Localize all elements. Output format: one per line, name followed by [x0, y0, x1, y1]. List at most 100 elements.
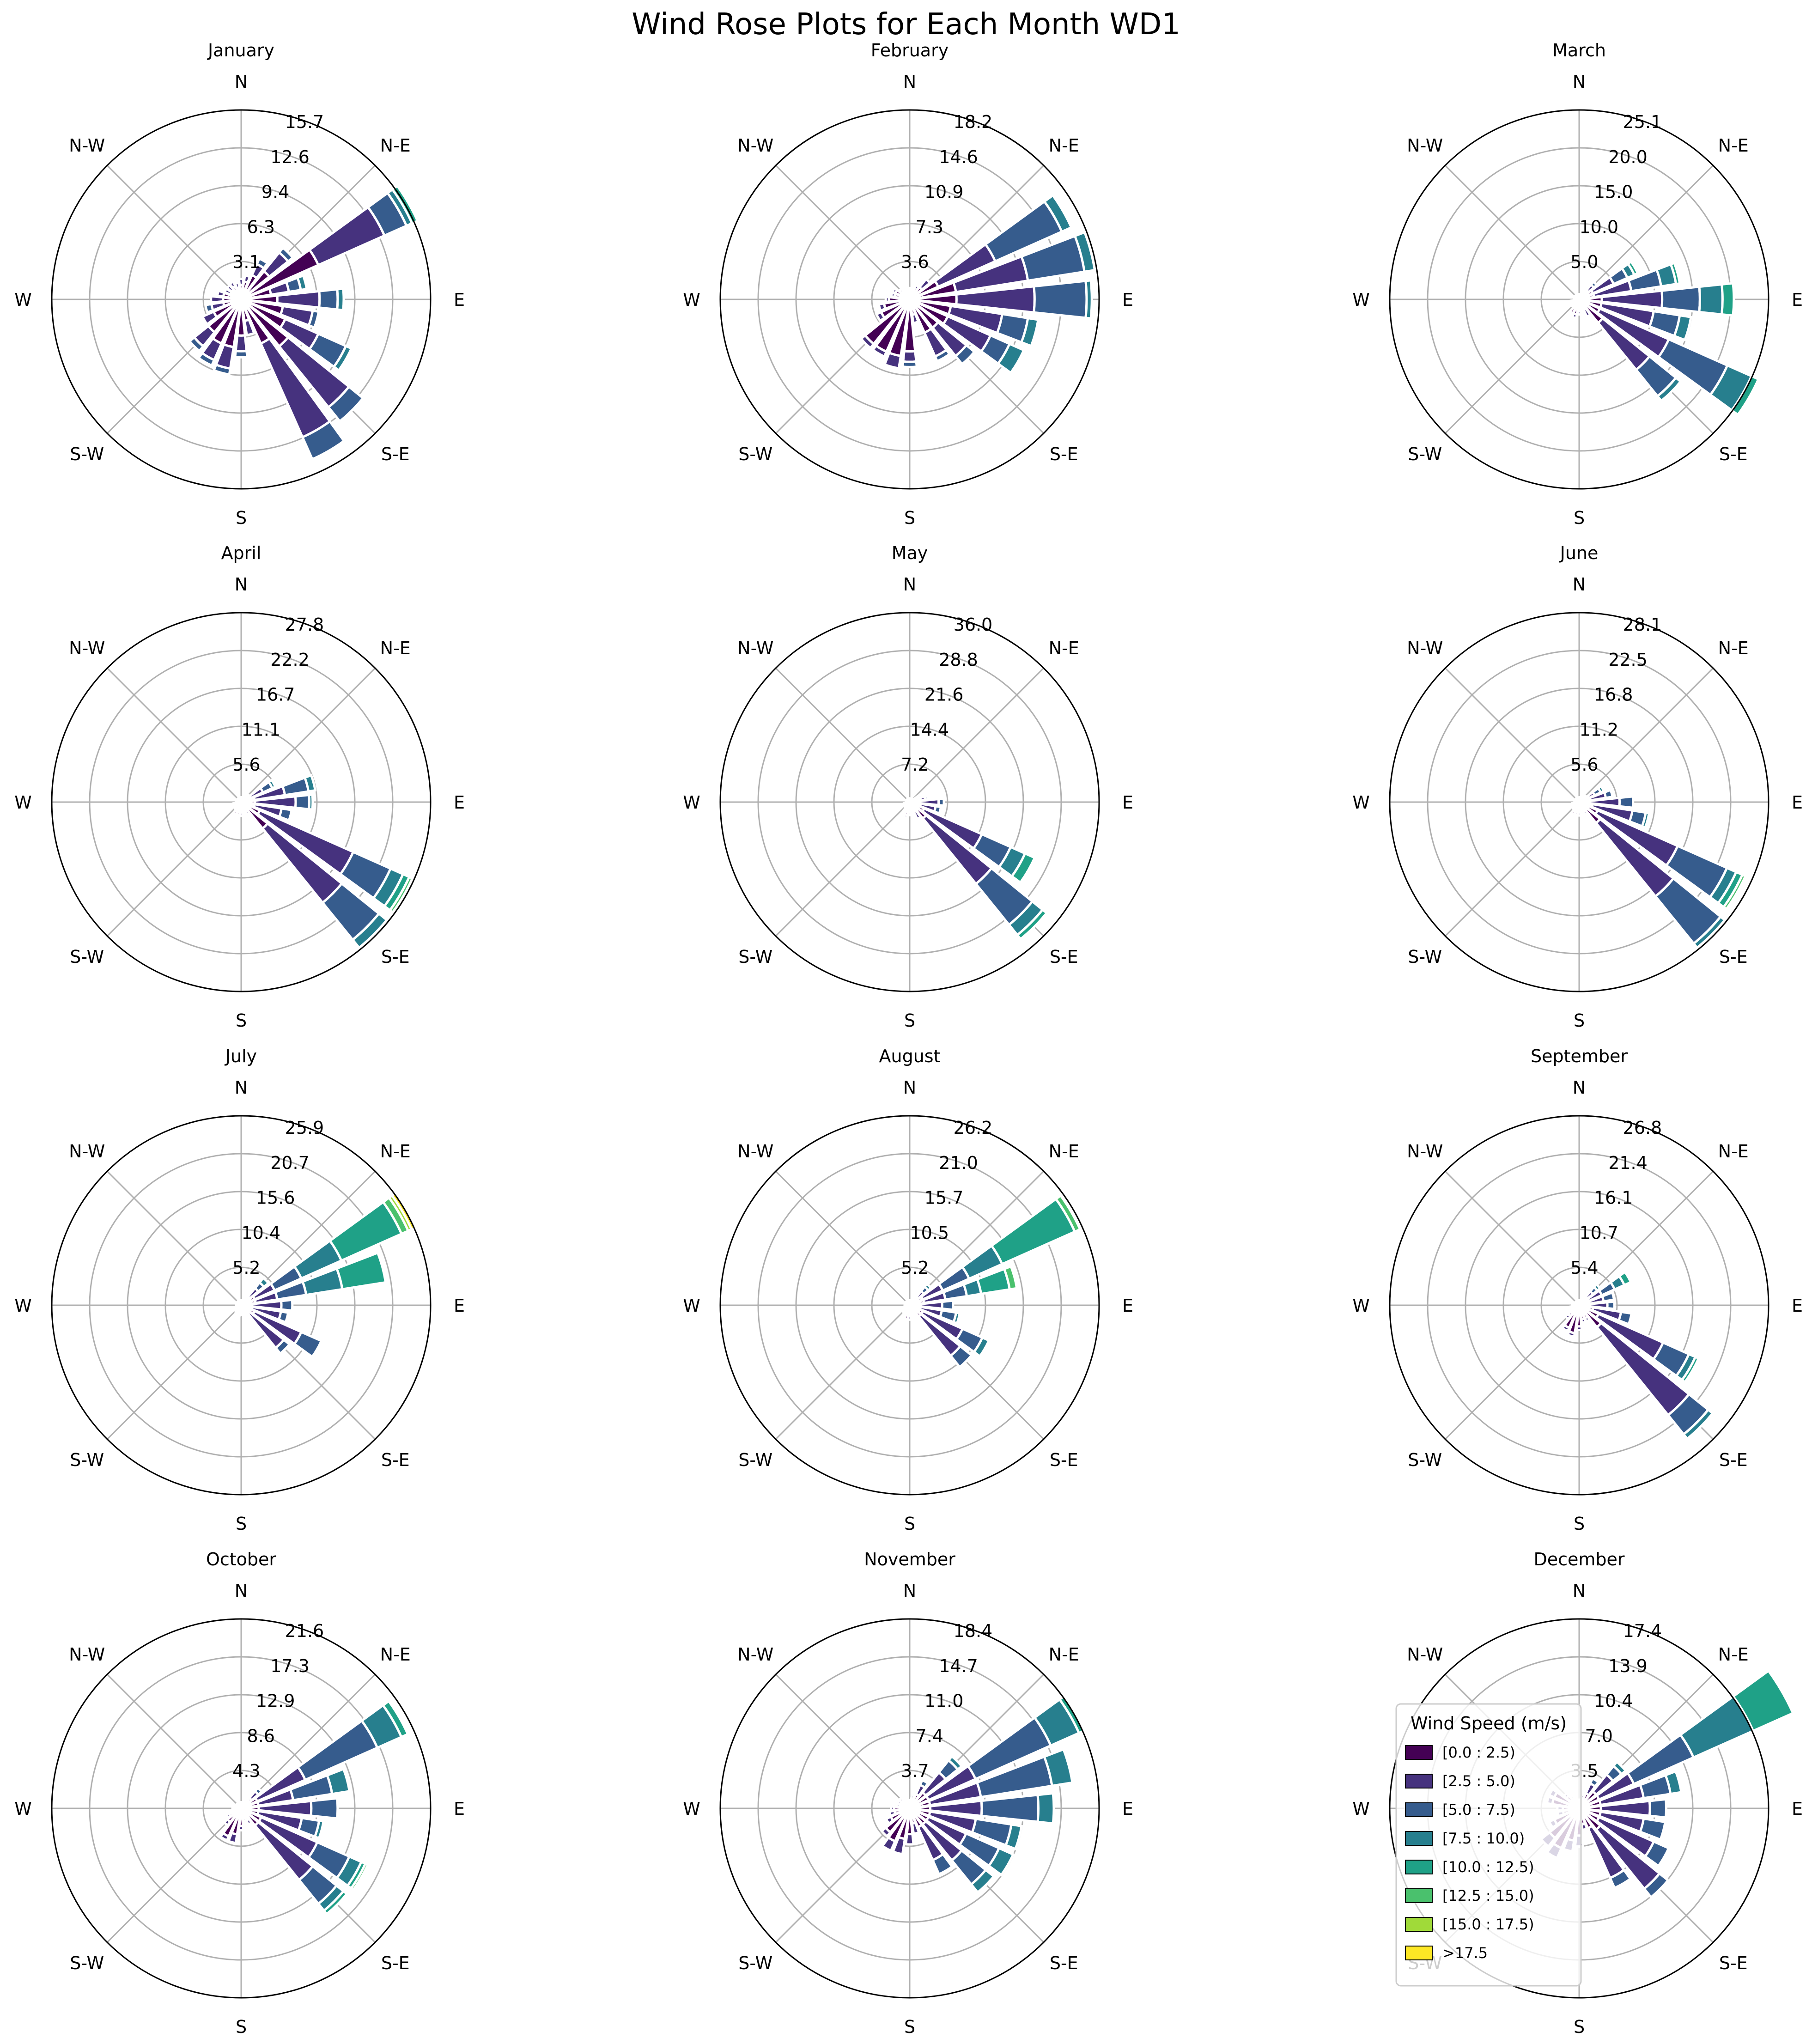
wind-bar: [1617, 1270, 1633, 1287]
wind-bar: [307, 309, 320, 329]
angular-gridline: [107, 1171, 242, 1306]
angular-gridline: [775, 1171, 911, 1306]
angular-gridline: [909, 165, 1044, 300]
legend-swatch: [1405, 1831, 1433, 1846]
wind-bar: [390, 1192, 417, 1231]
radial-tick-label: 16.7: [256, 685, 295, 705]
wind-bar: [883, 351, 902, 370]
polar-frame: [719, 109, 1100, 490]
wind-bar: [318, 288, 339, 311]
wind-bar: [901, 360, 918, 368]
wind-bar: [219, 1831, 231, 1842]
direction-label: N-E: [1049, 1644, 1079, 1665]
wind-bar: [274, 1338, 292, 1356]
wind-bar: [1682, 1408, 1715, 1441]
wind-bar: [1589, 280, 1599, 289]
windrose-april: 5.6 11.1 16.7 22.2 27.8 N N-E E S-E S S-W W N-W April: [14, 543, 465, 1031]
wind-bar: [351, 912, 389, 949]
wind-bar: [294, 793, 310, 811]
wind-bar: [1600, 1291, 1616, 1303]
direction-label: S-W: [738, 947, 772, 967]
wind-bar: [859, 334, 876, 350]
radial-tick-label: 17.3: [270, 1656, 310, 1676]
wind-bar: [901, 1796, 908, 1804]
wind-bar: [947, 1754, 964, 1771]
wind-bar: [932, 805, 942, 815]
wind-bar: [327, 385, 365, 423]
direction-label: N-W: [1407, 135, 1443, 156]
radial-tick-label: 21.6: [285, 1621, 324, 1641]
windrose-october: 4.3 8.6 12.9 17.3 21.6 N N-E E S-E S S-W W N-W Octobe…: [14, 1549, 465, 2037]
direction-label: S-W: [738, 444, 772, 464]
wind-bar: [336, 287, 345, 311]
wind-bar: [234, 1309, 240, 1316]
wind-bar: [918, 1778, 930, 1789]
wind-bar: [245, 1817, 253, 1826]
wind-bar: [906, 797, 911, 801]
wind-bar: [325, 1767, 351, 1795]
direction-label: N-E: [380, 638, 411, 658]
angular-gridline: [1445, 1304, 1580, 1440]
radial-tick-label: 17.4: [1623, 1621, 1662, 1641]
legend-swatch: [1405, 1860, 1433, 1874]
polar-frame: [51, 612, 432, 992]
legend-title: Wind Speed (m/s): [1411, 1713, 1567, 1734]
direction-label: W: [683, 1296, 700, 1316]
wind-bar: [1642, 1872, 1670, 1899]
wind-bar: [891, 1836, 906, 1855]
wind-bar: [918, 277, 932, 292]
wind-bar: [888, 1809, 897, 1818]
wind-bar: [1698, 283, 1724, 316]
radial-tick-label: 6.3: [247, 217, 275, 237]
direction-label: N-E: [380, 1644, 411, 1665]
wind-bar: [931, 1852, 954, 1876]
angular-gridline: [240, 668, 376, 803]
direction-label: S: [236, 1514, 247, 1534]
direction-label: E: [1792, 290, 1803, 310]
wind-bar: [216, 289, 226, 298]
radial-tick-label: 25.1: [1623, 112, 1662, 132]
angular-gridline: [1445, 668, 1580, 803]
panel-title: June: [1559, 543, 1599, 563]
wind-bar: [335, 1251, 387, 1291]
radial-tick-label: 26.2: [954, 1118, 993, 1138]
radial-tick-label: 7.0: [1585, 1726, 1613, 1746]
direction-label: N-E: [1718, 135, 1749, 156]
direction-label: S-W: [738, 1450, 772, 1470]
wind-bar: [1720, 282, 1735, 317]
radial-tick-label: 15.0: [1594, 182, 1633, 202]
wind-bar: [258, 1276, 270, 1289]
wind-bar: [875, 310, 886, 322]
radial-tick-label: 26.8: [1623, 1118, 1662, 1138]
polar-frame: [1389, 1618, 1769, 1999]
windrose-november: 3.7 7.4 11.0 14.7 18.4 N N-E E S-E S S-W W N-W Novemb…: [683, 1549, 1133, 2037]
wind-bar: [230, 811, 237, 818]
legend-swatch: [1405, 1917, 1433, 1932]
radial-tick-label: 14.7: [939, 1656, 978, 1676]
legend-label: >17.5: [1442, 1944, 1488, 1962]
wind-bar: [1563, 1312, 1572, 1321]
radial-tick-label: 5.6: [232, 754, 260, 775]
wind-bar: [243, 809, 251, 816]
radial-tick-label: 16.8: [1594, 685, 1633, 705]
direction-label: S-E: [1050, 1450, 1078, 1470]
direction-label: N-E: [380, 135, 411, 156]
direction-label: S-E: [381, 1953, 410, 1973]
radial-tick-label: 5.2: [901, 1258, 929, 1278]
windrose-march: 5.0 10.0 15.0 20.0 25.1 N N-E E S-E S S-W W N-W March: [1352, 40, 1803, 528]
wind-bar: [912, 809, 922, 821]
panel-title: October: [206, 1549, 276, 1570]
direction-label: S-W: [70, 1953, 104, 1973]
wind-bar: [227, 1831, 238, 1844]
angular-gridline: [1578, 668, 1714, 803]
wind-bar: [1568, 811, 1575, 818]
direction-label: E: [1792, 1799, 1803, 1819]
direction-label: N-W: [737, 1141, 773, 1162]
angular-gridline: [909, 1171, 1044, 1306]
direction-label: S: [904, 508, 915, 528]
polar-frame: [1389, 612, 1769, 992]
windrose-february: 3.6 7.3 10.9 14.6 18.2 N N-E E S-E S S-W W N-W Februa…: [683, 40, 1133, 528]
radial-tick-label: 20.7: [270, 1153, 310, 1173]
angular-gridline: [775, 801, 911, 937]
